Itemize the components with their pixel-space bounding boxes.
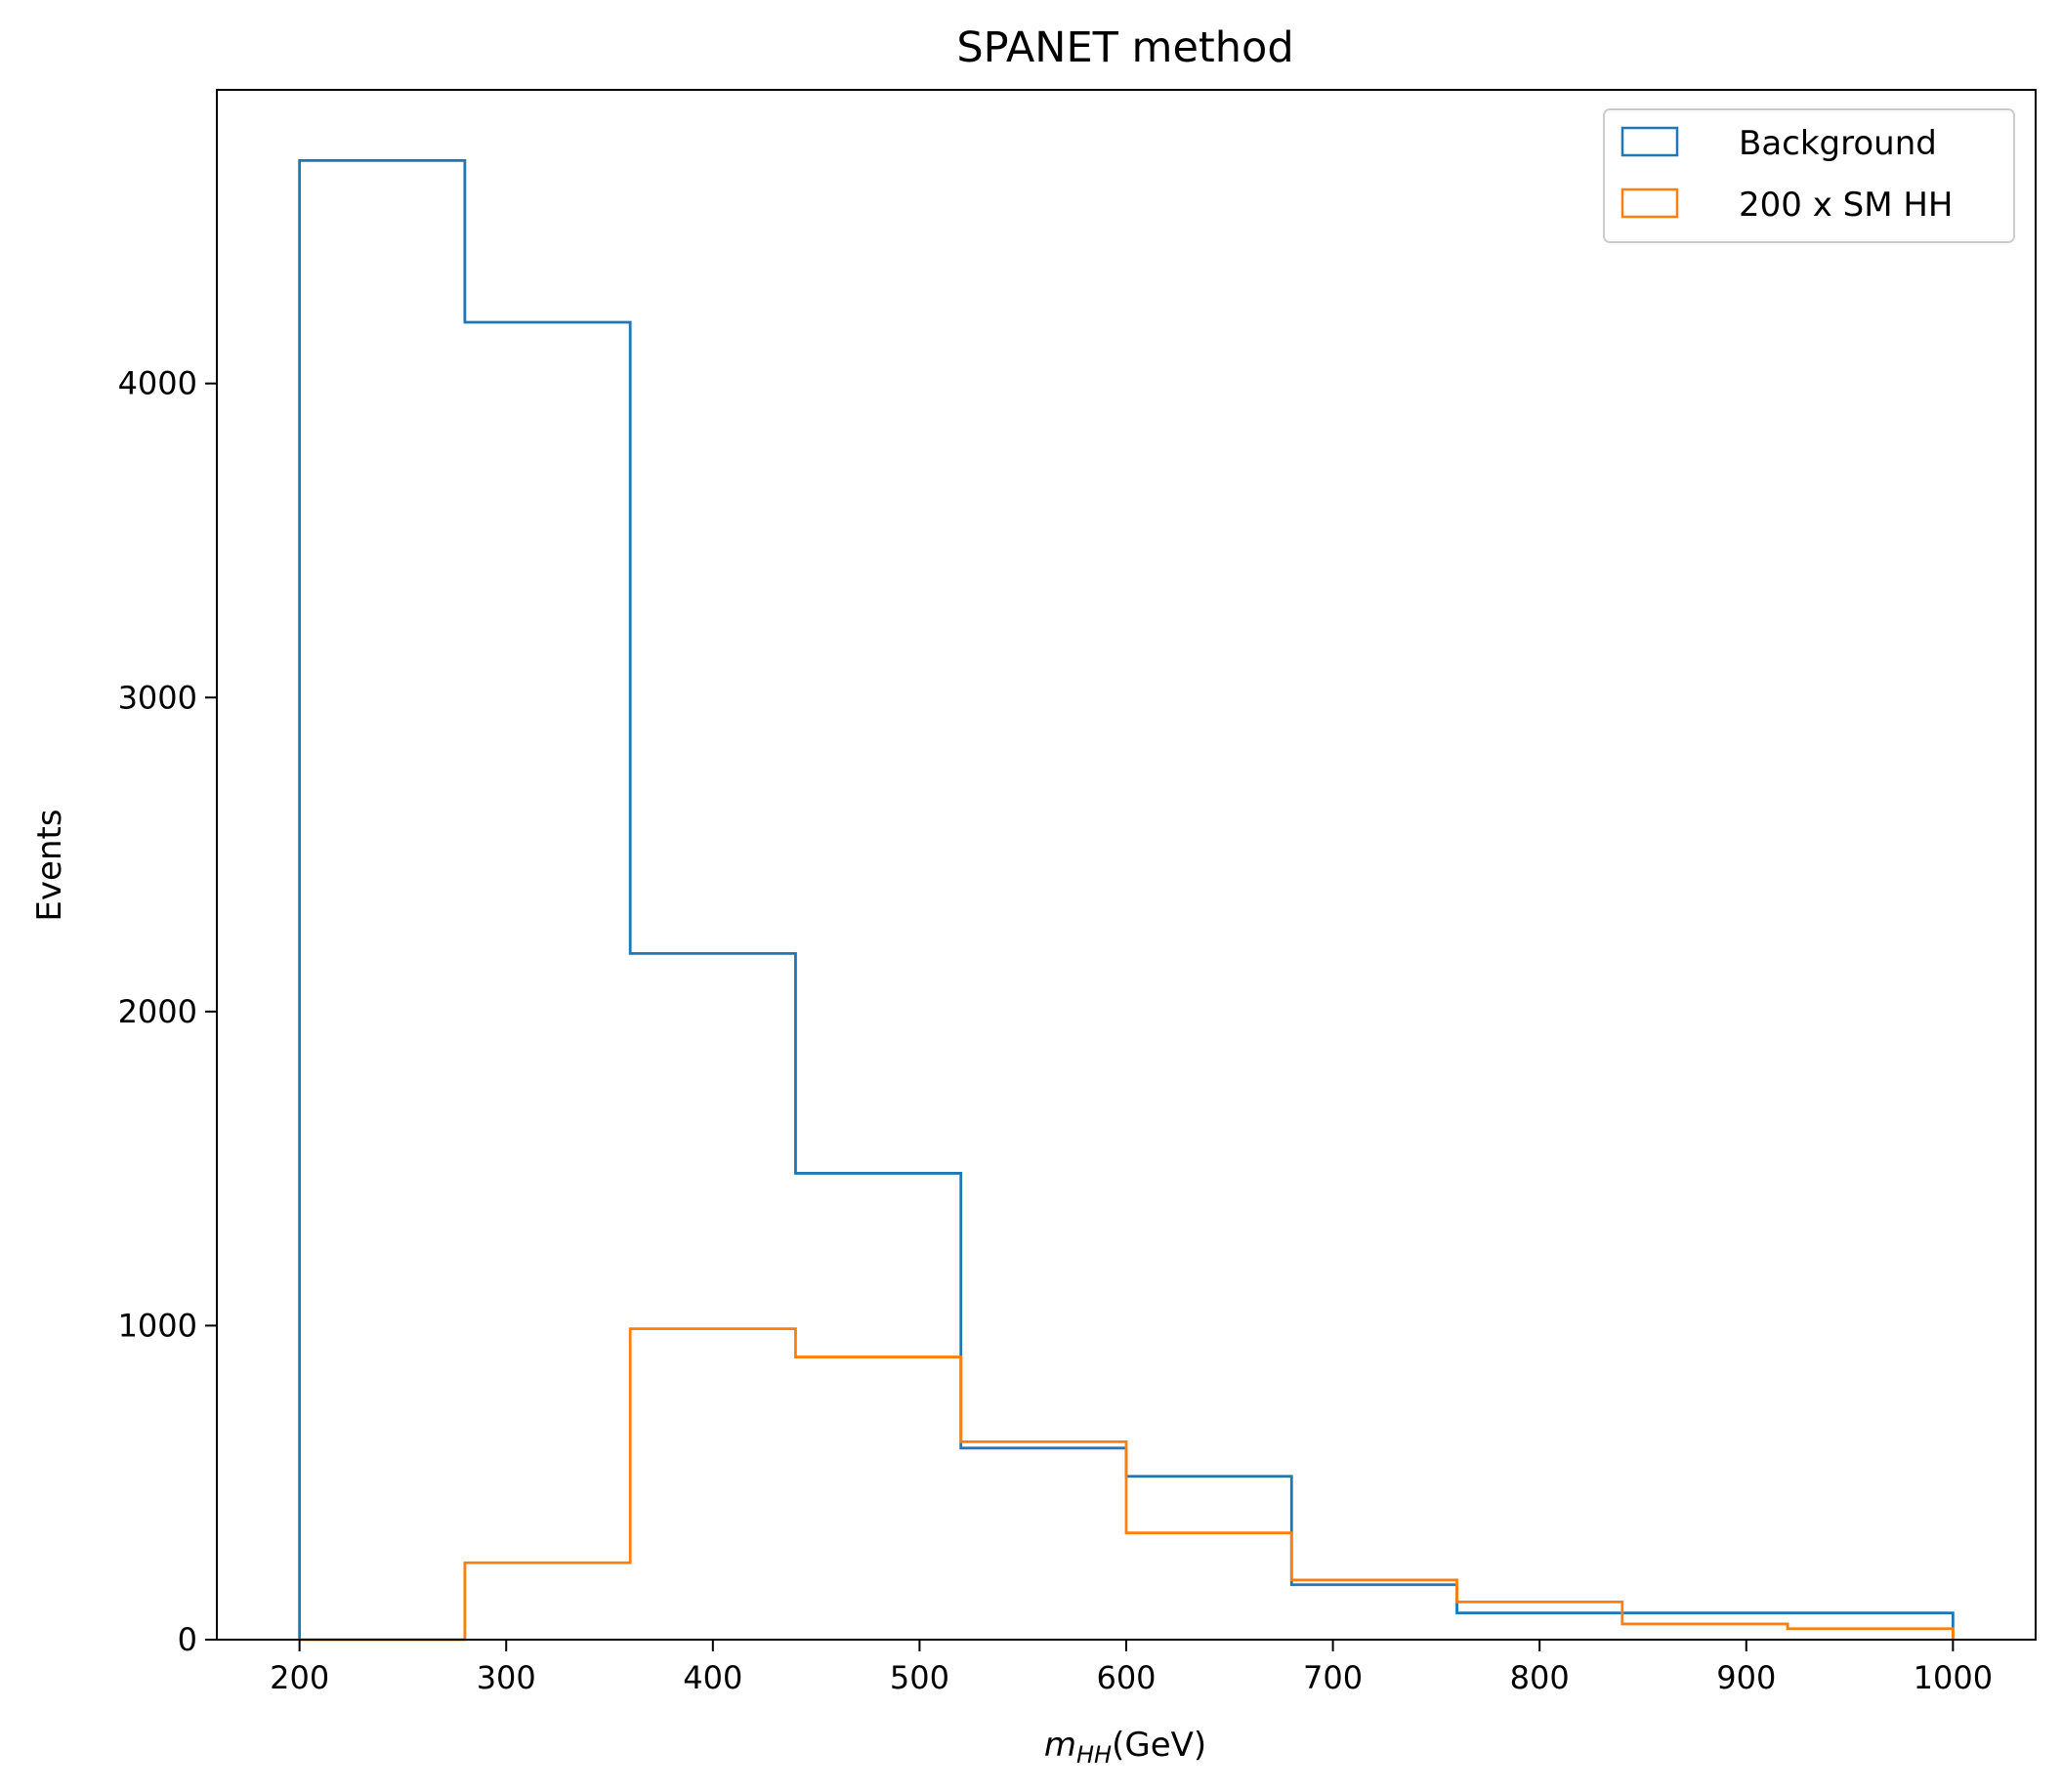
x-tick-label: 200	[270, 1659, 329, 1696]
legend-swatch-sm-hh	[1620, 188, 1679, 219]
x-tick-label: 600	[1096, 1659, 1156, 1696]
x-axis-ticks: 200 300 400 500 600 700 800 900 1000	[270, 1640, 1993, 1696]
legend-swatch-background	[1620, 126, 1679, 157]
x-axis-label-subscript: HH	[1076, 1741, 1112, 1769]
legend-box	[1603, 108, 2015, 243]
legend: Background 200 x SM HH	[1603, 108, 2015, 243]
x-axis-label-unit: (GeV)	[1112, 1726, 1206, 1765]
y-axis-ticks: 0 1000 2000 3000 4000	[118, 365, 217, 1658]
x-axis-label: mHH(GeV)	[1044, 1726, 1206, 1769]
histogram-series-sm-hh	[299, 1327, 1955, 1642]
y-tick-label: 4000	[118, 365, 197, 402]
histogram-series-background	[298, 158, 1955, 1640]
legend-label-background: Background	[1739, 124, 1937, 163]
y-axis-label: Events	[30, 809, 69, 921]
x-tick-label: 700	[1303, 1659, 1363, 1696]
x-tick-label: 500	[890, 1659, 949, 1696]
x-tick-label: 800	[1510, 1659, 1570, 1696]
x-tick-label: 300	[477, 1659, 536, 1696]
y-tick-label: 2000	[118, 993, 197, 1030]
x-tick-label: 400	[683, 1659, 742, 1696]
y-tick-label: 0	[178, 1621, 197, 1658]
y-tick-label: 1000	[118, 1307, 197, 1344]
x-tick-label: 900	[1716, 1659, 1776, 1696]
chart-title: SPANET method	[956, 23, 1293, 72]
x-axis-label-var: m	[1044, 1726, 1076, 1765]
x-tick-label: 1000	[1914, 1659, 1993, 1696]
y-tick-label: 3000	[118, 679, 197, 716]
legend-label-sm-hh: 200 x SM HH	[1739, 186, 1954, 225]
plot-area	[298, 158, 1955, 1642]
